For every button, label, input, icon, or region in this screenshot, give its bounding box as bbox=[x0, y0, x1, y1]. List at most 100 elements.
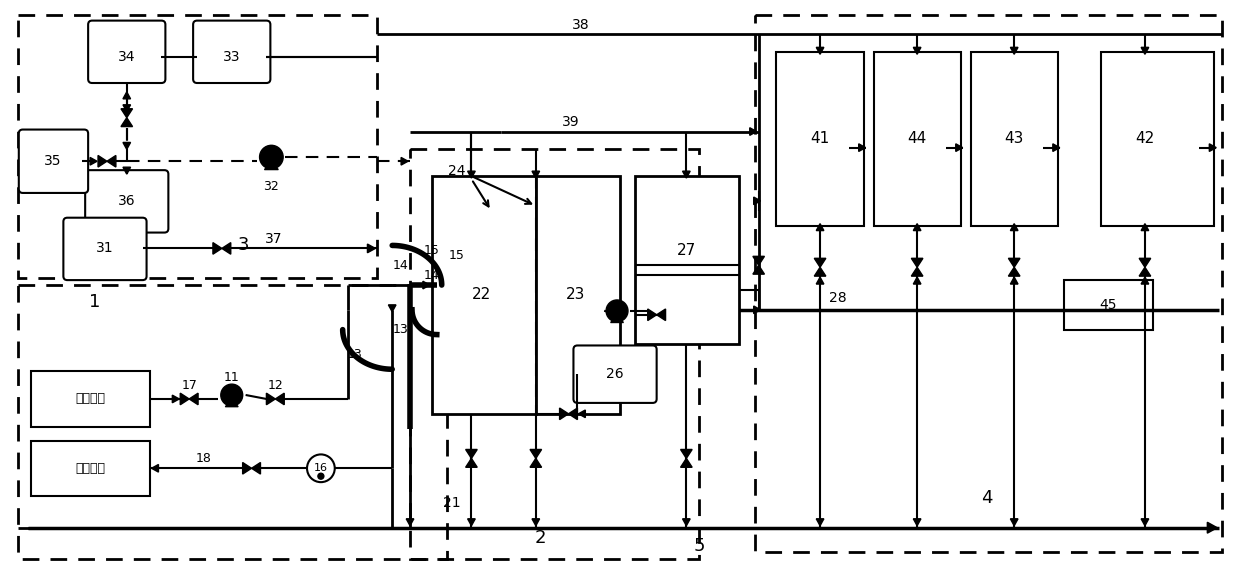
FancyBboxPatch shape bbox=[193, 20, 270, 83]
Bar bbox=[31, 371, 150, 426]
Text: 13: 13 bbox=[392, 323, 408, 336]
Text: 5: 5 bbox=[693, 536, 706, 554]
Polygon shape bbox=[467, 519, 475, 526]
Polygon shape bbox=[914, 277, 921, 284]
FancyBboxPatch shape bbox=[88, 20, 165, 83]
Bar bbox=[1101, 52, 1214, 225]
Polygon shape bbox=[466, 458, 477, 467]
Bar bbox=[971, 52, 1058, 225]
Text: 23: 23 bbox=[565, 288, 585, 303]
Polygon shape bbox=[213, 243, 222, 254]
Text: 26: 26 bbox=[606, 367, 624, 381]
Polygon shape bbox=[914, 47, 921, 54]
Bar bbox=[635, 176, 739, 345]
Polygon shape bbox=[816, 519, 823, 526]
Text: 33: 33 bbox=[223, 50, 241, 64]
Polygon shape bbox=[252, 462, 260, 474]
Text: 38: 38 bbox=[572, 17, 589, 31]
Polygon shape bbox=[750, 128, 756, 135]
Text: 24: 24 bbox=[448, 164, 465, 178]
Text: 11: 11 bbox=[224, 371, 239, 383]
Polygon shape bbox=[682, 171, 691, 178]
Polygon shape bbox=[388, 305, 396, 312]
Text: 35: 35 bbox=[43, 154, 61, 168]
Polygon shape bbox=[1209, 144, 1216, 152]
Polygon shape bbox=[1011, 519, 1018, 526]
Circle shape bbox=[221, 384, 243, 406]
Text: 污水回流: 污水回流 bbox=[76, 462, 105, 475]
Circle shape bbox=[317, 474, 324, 479]
Polygon shape bbox=[815, 267, 826, 276]
Bar bbox=[755, 15, 1223, 553]
Polygon shape bbox=[172, 395, 180, 403]
Polygon shape bbox=[122, 109, 133, 118]
Polygon shape bbox=[91, 157, 97, 165]
Polygon shape bbox=[1011, 47, 1018, 54]
Bar bbox=[536, 176, 620, 414]
Bar bbox=[410, 149, 699, 560]
Polygon shape bbox=[956, 144, 962, 152]
Polygon shape bbox=[911, 267, 923, 276]
Text: 14: 14 bbox=[392, 259, 408, 272]
Polygon shape bbox=[107, 156, 115, 167]
Polygon shape bbox=[753, 266, 764, 274]
Polygon shape bbox=[681, 458, 692, 467]
Text: 32: 32 bbox=[263, 181, 279, 193]
FancyBboxPatch shape bbox=[573, 346, 657, 403]
Polygon shape bbox=[559, 408, 568, 419]
Polygon shape bbox=[275, 393, 284, 405]
Polygon shape bbox=[610, 316, 624, 322]
Text: 14: 14 bbox=[424, 268, 440, 282]
Polygon shape bbox=[1141, 277, 1148, 284]
Polygon shape bbox=[123, 142, 130, 149]
Polygon shape bbox=[1011, 277, 1018, 284]
Polygon shape bbox=[222, 243, 231, 254]
Text: 1: 1 bbox=[89, 293, 100, 311]
Polygon shape bbox=[123, 92, 130, 99]
Text: 39: 39 bbox=[562, 114, 579, 128]
Polygon shape bbox=[647, 309, 657, 321]
Bar bbox=[17, 285, 446, 560]
Circle shape bbox=[259, 145, 283, 169]
Text: 41: 41 bbox=[811, 131, 830, 146]
Polygon shape bbox=[816, 224, 823, 231]
Polygon shape bbox=[123, 167, 130, 174]
Polygon shape bbox=[423, 281, 430, 289]
Bar bbox=[17, 15, 377, 278]
Polygon shape bbox=[226, 400, 238, 407]
Polygon shape bbox=[243, 462, 252, 474]
Text: 12: 12 bbox=[268, 379, 283, 392]
Bar bbox=[873, 52, 961, 225]
Bar bbox=[776, 52, 863, 225]
Bar bbox=[432, 176, 536, 414]
Polygon shape bbox=[529, 450, 542, 458]
Polygon shape bbox=[1140, 259, 1151, 267]
Polygon shape bbox=[98, 156, 107, 167]
Bar bbox=[1064, 280, 1153, 329]
Polygon shape bbox=[151, 464, 159, 472]
Polygon shape bbox=[1208, 522, 1218, 533]
Polygon shape bbox=[578, 410, 585, 418]
Text: 16: 16 bbox=[314, 463, 327, 474]
Text: 42: 42 bbox=[1136, 131, 1154, 146]
Polygon shape bbox=[466, 450, 477, 458]
Text: 17: 17 bbox=[181, 379, 197, 392]
Text: 15: 15 bbox=[449, 249, 465, 262]
Polygon shape bbox=[753, 256, 764, 266]
Text: 待测污水: 待测污水 bbox=[76, 392, 105, 406]
Circle shape bbox=[606, 300, 627, 322]
Text: 4: 4 bbox=[981, 489, 992, 507]
Text: 15: 15 bbox=[424, 244, 440, 257]
Polygon shape bbox=[532, 519, 539, 526]
Text: 2: 2 bbox=[534, 529, 547, 547]
Polygon shape bbox=[123, 105, 130, 112]
Polygon shape bbox=[401, 157, 408, 165]
Polygon shape bbox=[816, 47, 823, 54]
Text: 13: 13 bbox=[347, 348, 362, 361]
Polygon shape bbox=[467, 171, 475, 178]
Polygon shape bbox=[267, 393, 275, 405]
FancyBboxPatch shape bbox=[63, 218, 146, 280]
Text: 37: 37 bbox=[264, 231, 281, 246]
Text: 3: 3 bbox=[238, 236, 249, 254]
Text: 34: 34 bbox=[118, 50, 135, 64]
